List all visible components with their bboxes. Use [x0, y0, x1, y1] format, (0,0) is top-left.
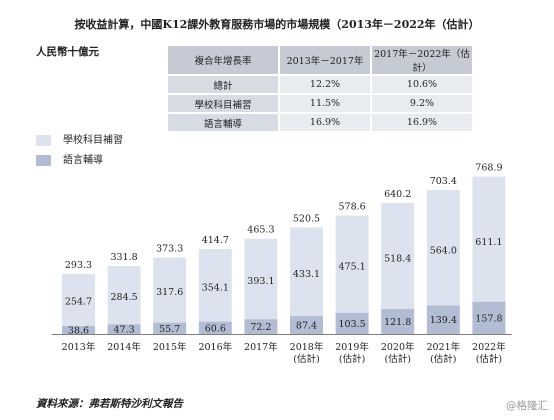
- legend-label-language: 語言輔導: [63, 155, 103, 166]
- cagr-header-row: 複合年增長率 2013年－2017年 2017年－2022年（估計）: [168, 46, 474, 75]
- bar-segment-school: [426, 189, 460, 306]
- data-label-language: 38.6: [68, 326, 89, 337]
- source-note: 資料來源：弗若斯特沙利文報告: [36, 398, 183, 410]
- bar-segment-language: [426, 305, 460, 334]
- cagr-header-label: 複合年增長率: [168, 46, 280, 75]
- data-label-language: 139.4: [430, 315, 457, 326]
- legend-swatch-language: [36, 155, 51, 166]
- cagr-row-label: 學校科目補習: [168, 93, 280, 113]
- cagr-value: 16.9%: [371, 112, 474, 131]
- bar-segment-school: [107, 266, 141, 325]
- x-tick-label: 2017年: [244, 341, 278, 353]
- cagr-row: 語言輔導 16.9% 16.9%: [168, 112, 474, 131]
- x-tick-label: 2021年: [426, 341, 460, 353]
- data-label-language: 47.3: [114, 325, 135, 336]
- data-label-total: 293.3: [65, 260, 92, 271]
- bar-segment-school: [62, 273, 95, 327]
- x-tick-label: 2014年: [107, 341, 141, 353]
- cagr-value: 16.9%: [279, 112, 372, 131]
- cagr-row-label: 語言輔導: [168, 112, 280, 131]
- cagr-value: 10.6%: [371, 74, 474, 94]
- bar-segment-school: [244, 238, 278, 320]
- legend-swatch-school: [36, 135, 51, 146]
- data-label-language: 72.2: [250, 322, 271, 333]
- x-tick-label: 2015年: [153, 341, 187, 353]
- x-tick-label: (估計): [293, 353, 319, 365]
- x-tick-label: (估計): [476, 353, 502, 365]
- x-tick-label: 2018年: [290, 341, 324, 353]
- cagr-table: 複合年增長率 2013年－2017年 2017年－2022年（估計） 總計 12…: [168, 46, 474, 131]
- data-label-language: 103.5: [338, 319, 365, 330]
- x-tick-label: (估計): [339, 353, 365, 365]
- data-label-school: 393.1: [247, 276, 274, 287]
- bar-segment-language: [290, 316, 323, 334]
- data-label-school: 254.7: [65, 297, 92, 308]
- x-tick-label: 2020年: [381, 341, 415, 353]
- data-label-language: 87.4: [296, 321, 317, 332]
- cagr-value: 12.2%: [279, 74, 372, 94]
- data-label-total: 578.6: [338, 202, 365, 213]
- data-label-total: 640.2: [384, 189, 411, 200]
- data-label-language: 60.6: [205, 323, 226, 334]
- bar-segment-school: [198, 249, 232, 322]
- x-tick-label: 2019年: [335, 341, 369, 353]
- bar-segment-language: [62, 326, 95, 334]
- cagr-row: 總計 12.2% 10.6%: [168, 74, 474, 94]
- bar-segment-language: [244, 319, 278, 334]
- cagr-row: 學校科目補習 11.5% 9.2%: [168, 93, 474, 113]
- cagr-value: 11.5%: [279, 93, 372, 113]
- legend-item-school: 學校科目補習: [36, 131, 123, 146]
- x-tick-label: (估計): [430, 353, 456, 365]
- bar-segment-school: [335, 215, 369, 313]
- data-label-school: 354.1: [202, 282, 229, 293]
- bar-segment-language: [472, 301, 506, 334]
- legend-label-school: 學校科目補習: [63, 135, 123, 146]
- data-label-total: 414.7: [202, 235, 229, 246]
- bar-segment-language: [335, 312, 369, 334]
- data-label-total: 520.5: [293, 213, 320, 224]
- data-label-total: 703.4: [430, 176, 457, 187]
- cagr-header-period1: 2013年－2017年: [279, 46, 372, 75]
- cagr-value: 9.2%: [371, 93, 474, 113]
- x-tick-label: (估計): [384, 353, 410, 365]
- x-tick-label: 2022年: [472, 341, 506, 353]
- bar-segment-language: [381, 309, 415, 334]
- data-label-total: 331.8: [110, 252, 137, 263]
- x-tick-label: 2016年: [198, 341, 232, 353]
- chart-title: 按收益計算，中國K12課外教育服務市場的市場規模（2013年－2022年（估計）: [74, 18, 480, 31]
- bar-segment-language: [198, 321, 232, 334]
- cagr-row-label: 總計: [168, 74, 280, 94]
- bar-segment-school: [290, 227, 323, 317]
- data-label-school: 433.1: [293, 269, 320, 280]
- bar-segment-school: [472, 176, 506, 302]
- legend-item-language: 語言輔導: [36, 151, 103, 166]
- data-label-school: 475.1: [338, 262, 365, 273]
- data-label-school: 284.5: [110, 292, 137, 303]
- data-label-school: 564.0: [430, 246, 457, 257]
- data-label-school: 518.4: [384, 254, 411, 265]
- data-label-school: 611.1: [475, 237, 502, 248]
- bar-segment-school: [381, 202, 415, 310]
- data-label-school: 317.6: [156, 287, 183, 298]
- x-tick-label: 2013年: [62, 341, 96, 353]
- data-label-language: 121.8: [384, 317, 411, 328]
- data-label-language: 55.7: [159, 324, 180, 335]
- bar-segment-language: [107, 324, 141, 334]
- cagr-header-period2: 2017年－2022年（估計）: [371, 46, 474, 75]
- data-label-language: 157.8: [475, 313, 502, 324]
- bar-segment-language: [153, 322, 187, 334]
- bar-segment-school: [153, 257, 187, 323]
- unit-label: 人民幣十億元: [36, 46, 99, 58]
- data-label-total: 373.3: [156, 244, 183, 255]
- watermark: @格隆汇: [506, 400, 548, 412]
- data-label-total: 768.9: [475, 163, 502, 174]
- data-label-total: 465.3: [247, 225, 274, 236]
